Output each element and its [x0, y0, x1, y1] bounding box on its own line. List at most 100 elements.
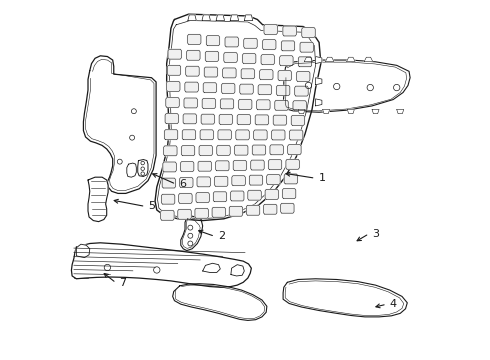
Polygon shape [273, 115, 287, 125]
Polygon shape [269, 160, 282, 170]
Polygon shape [288, 145, 301, 154]
Polygon shape [236, 130, 249, 140]
Polygon shape [260, 70, 273, 80]
Polygon shape [233, 161, 246, 170]
Polygon shape [282, 189, 296, 198]
Polygon shape [163, 162, 176, 172]
Polygon shape [204, 67, 218, 77]
Polygon shape [221, 84, 235, 93]
Polygon shape [185, 82, 198, 92]
Text: 3: 3 [372, 229, 379, 239]
Polygon shape [257, 100, 270, 110]
Polygon shape [298, 57, 312, 67]
Polygon shape [304, 57, 313, 62]
Polygon shape [203, 83, 217, 93]
Polygon shape [283, 26, 296, 36]
Polygon shape [240, 84, 253, 94]
Polygon shape [244, 38, 257, 48]
Polygon shape [178, 209, 191, 219]
Polygon shape [243, 54, 256, 63]
Polygon shape [216, 15, 224, 21]
Polygon shape [347, 109, 354, 114]
Polygon shape [195, 208, 208, 218]
Polygon shape [224, 53, 237, 62]
Polygon shape [245, 15, 253, 21]
Polygon shape [270, 145, 283, 155]
Polygon shape [222, 68, 236, 78]
Polygon shape [179, 193, 192, 203]
Polygon shape [230, 15, 239, 21]
Polygon shape [198, 161, 212, 171]
Polygon shape [218, 130, 231, 140]
Polygon shape [88, 177, 108, 222]
Polygon shape [254, 130, 267, 140]
Polygon shape [255, 115, 269, 125]
Polygon shape [275, 100, 288, 110]
Polygon shape [155, 14, 321, 221]
Polygon shape [138, 159, 148, 176]
Polygon shape [267, 175, 280, 184]
Polygon shape [166, 98, 179, 107]
Polygon shape [188, 35, 201, 44]
Polygon shape [180, 162, 194, 171]
Polygon shape [197, 177, 210, 187]
Polygon shape [241, 69, 254, 79]
Text: 1: 1 [318, 173, 325, 183]
Polygon shape [161, 210, 174, 220]
Polygon shape [164, 146, 177, 156]
Polygon shape [251, 160, 264, 170]
Polygon shape [316, 99, 322, 106]
Text: 5: 5 [148, 202, 155, 211]
Polygon shape [286, 159, 299, 169]
Polygon shape [202, 99, 216, 108]
Polygon shape [212, 207, 225, 217]
Polygon shape [187, 50, 200, 60]
Polygon shape [258, 85, 271, 95]
Polygon shape [280, 56, 293, 66]
Polygon shape [372, 109, 379, 114]
Polygon shape [72, 243, 251, 287]
Polygon shape [276, 85, 290, 95]
Polygon shape [179, 177, 193, 188]
Polygon shape [217, 145, 230, 155]
Polygon shape [201, 114, 215, 124]
Polygon shape [283, 279, 407, 317]
Polygon shape [200, 130, 214, 140]
Polygon shape [283, 60, 410, 112]
Polygon shape [206, 36, 220, 46]
Polygon shape [265, 189, 278, 199]
Polygon shape [295, 86, 308, 96]
Polygon shape [322, 109, 330, 114]
Polygon shape [278, 71, 292, 81]
Polygon shape [364, 57, 373, 62]
Text: 7: 7 [119, 278, 126, 288]
Polygon shape [196, 193, 209, 203]
Polygon shape [167, 81, 180, 91]
Polygon shape [225, 37, 239, 47]
Polygon shape [232, 176, 245, 186]
Polygon shape [302, 28, 315, 37]
Polygon shape [296, 72, 310, 81]
Polygon shape [231, 191, 244, 201]
Polygon shape [127, 163, 136, 177]
Polygon shape [397, 109, 404, 114]
Polygon shape [271, 130, 285, 140]
Polygon shape [168, 49, 181, 59]
Polygon shape [298, 109, 305, 114]
Polygon shape [235, 145, 248, 155]
Polygon shape [316, 57, 322, 64]
Polygon shape [76, 244, 90, 258]
Polygon shape [264, 204, 277, 214]
Polygon shape [300, 42, 314, 52]
Polygon shape [186, 66, 199, 76]
Polygon shape [281, 41, 294, 51]
Polygon shape [215, 176, 228, 186]
Polygon shape [83, 56, 156, 193]
Polygon shape [229, 206, 243, 216]
Polygon shape [172, 284, 267, 320]
Polygon shape [202, 15, 210, 21]
Polygon shape [164, 130, 178, 140]
Polygon shape [290, 130, 303, 140]
Polygon shape [252, 145, 266, 155]
Polygon shape [213, 192, 227, 202]
